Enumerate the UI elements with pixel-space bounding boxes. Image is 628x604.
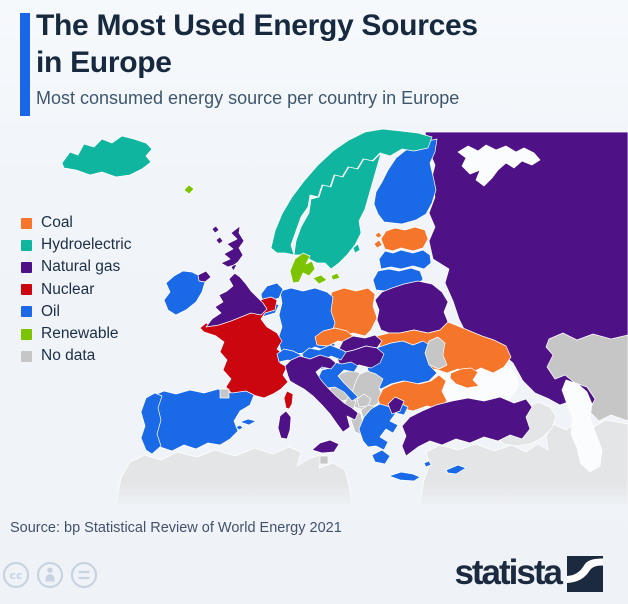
country-iceland: [61, 135, 153, 178]
legend-item-nuclear: Nuclear: [21, 279, 131, 301]
page-subtitle: Most consumed energy source per country …: [36, 88, 460, 108]
svg-text:cc: cc: [9, 569, 22, 582]
faroe-islands: [183, 184, 195, 195]
northern-ireland: [197, 270, 212, 283]
country-moldova: [424, 336, 448, 370]
header: The Most Used Energy Sources in Europe M…: [36, 7, 478, 109]
license-icons: cc: [3, 561, 98, 589]
country-italy: [284, 354, 359, 433]
legend-label-natural-gas: Natural gas: [41, 258, 121, 276]
creative-commons-icon[interactable]: cc: [3, 561, 30, 589]
legend-swatch-natural-gas: [21, 261, 32, 273]
page-title-line2: in Europe: [36, 46, 172, 79]
italy-sicily: [311, 439, 340, 454]
no-derivatives-icon[interactable]: [70, 561, 98, 589]
country-latvia: [378, 249, 432, 270]
legend-label-no-data: No data: [41, 347, 96, 365]
legend-swatch-coal: [21, 217, 32, 229]
legend: Coal Hydroelectric Natural gas Nuclear O…: [21, 212, 131, 367]
country-portugal: [140, 392, 163, 455]
country-finland: [373, 138, 438, 225]
italy-sardinia: [277, 410, 292, 440]
attribution-icon[interactable]: [36, 561, 64, 589]
country-greece: [358, 402, 409, 451]
crimea: [449, 367, 480, 389]
country-ireland: [163, 270, 206, 316]
legend-label-hydroelectric: Hydroelectric: [41, 236, 132, 254]
greece-rhodes: [423, 460, 432, 468]
country-spain: [147, 388, 255, 452]
country-turkey: [401, 396, 533, 457]
uk-shetland: [211, 225, 224, 245]
legend-label-renewable: Renewable: [41, 325, 119, 343]
legend-label-coal: Coal: [41, 214, 73, 232]
country-cyprus: [445, 464, 467, 475]
legend-label-oil: Oil: [41, 302, 60, 320]
legend-item-oil: Oil: [21, 301, 131, 323]
legend-swatch-renewable: [21, 328, 32, 340]
legend-swatch-oil: [21, 306, 32, 318]
white-sea: [457, 144, 541, 187]
statista-logo[interactable]: [567, 556, 603, 592]
legend-item-hydroelectric: Hydroelectric: [21, 234, 131, 256]
country-estonia: [380, 226, 429, 252]
country-andorra: [219, 388, 230, 399]
legend-swatch-no-data: [21, 350, 32, 362]
turkey-thrace: [387, 396, 405, 415]
greece-peloponnese: [371, 449, 391, 465]
map-bottom-fade: [0, 482, 628, 512]
statista-wordmark[interactable]: statista: [454, 553, 563, 592]
title-accent-bar: [20, 13, 30, 116]
spain-balearics: [235, 418, 257, 431]
country-denmark: [289, 252, 316, 284]
france-corsica: [283, 390, 294, 410]
country-malta: [319, 455, 329, 465]
caspian-sea: [561, 379, 603, 473]
gotland: [352, 243, 361, 254]
country-sweden: [293, 152, 382, 270]
legend-item-natural-gas: Natural gas: [21, 256, 131, 278]
legend-item-no-data: No data: [21, 345, 131, 367]
legend-item-renewable: Renewable: [21, 323, 131, 345]
greece-crete: [388, 471, 421, 482]
source-note: Source: bp Statistical Review of World E…: [10, 520, 342, 536]
legend-label-nuclear: Nuclear: [41, 280, 95, 298]
country-norway: [270, 128, 433, 256]
denmark-bornholm: [330, 272, 341, 281]
legend-item-coal: Coal: [21, 212, 131, 234]
legend-swatch-hydroelectric: [21, 239, 32, 251]
denmark-zealand: [312, 274, 328, 285]
legend-swatch-nuclear: [21, 284, 32, 296]
estonia-islands: [373, 231, 383, 249]
country-united-kingdom: [205, 225, 268, 328]
page-title-line1: The Most Used Energy Sources: [36, 9, 478, 42]
